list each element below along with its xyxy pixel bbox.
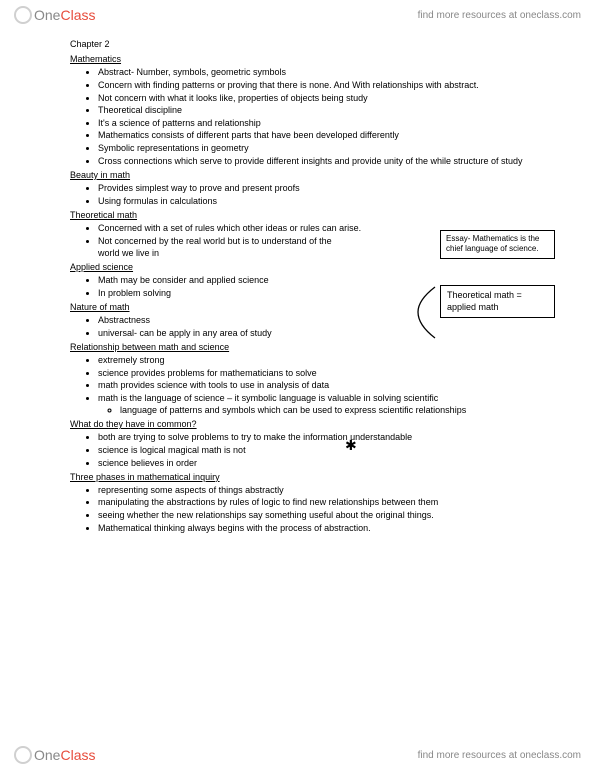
- list-mathematics: Abstract- Number, symbols, geometric sym…: [70, 66, 525, 167]
- list-item: Mathematics consists of different parts …: [98, 129, 525, 141]
- heading-applied: Applied science: [70, 261, 525, 273]
- list-item: Not concern with what it looks like, pro…: [98, 92, 525, 104]
- logo: OneClass: [14, 6, 95, 24]
- heading-relationship: Relationship between math and science: [70, 341, 525, 353]
- bracket-icon: [410, 285, 440, 340]
- logo-text: OneClass: [34, 747, 95, 763]
- list-item: Symbolic representations in geometry: [98, 142, 525, 154]
- callout-theoretical-applied: Theoretical math = applied math: [440, 285, 555, 318]
- asterisk-icon: ✱: [345, 438, 357, 455]
- list-subitem: language of patterns and symbols which c…: [120, 404, 525, 416]
- chapter-label: Chapter 2: [70, 38, 525, 50]
- list-item: manipulating the abstractions by rules o…: [98, 496, 525, 508]
- heading-phases: Three phases in mathematical inquiry: [70, 471, 525, 483]
- footer: OneClass find more resources at oneclass…: [0, 740, 595, 770]
- logo-circle-icon: [14, 746, 32, 764]
- list-item: representing some aspects of things abst…: [98, 484, 525, 496]
- header: OneClass find more resources at oneclass…: [0, 0, 595, 30]
- list-item: Abstract- Number, symbols, geometric sym…: [98, 66, 525, 78]
- list-item: both are trying to solve problems to try…: [98, 431, 525, 443]
- list-item: Using formulas in calculations: [98, 195, 525, 207]
- list-item: It's a science of patterns and relations…: [98, 117, 525, 129]
- list-item: science is logical magical math is not: [98, 444, 525, 456]
- list-item: Cross connections which serve to provide…: [98, 155, 525, 167]
- list-item: Theoretical discipline: [98, 104, 525, 116]
- heading-mathematics: Mathematics: [70, 53, 525, 65]
- list-item: math is the language of science – it sym…: [98, 392, 525, 416]
- list-beauty: Provides simplest way to prove and prese…: [70, 182, 525, 207]
- list-phases: representing some aspects of things abst…: [70, 484, 525, 534]
- header-tagline: find more resources at oneclass.com: [418, 10, 581, 21]
- heading-theoretical: Theoretical math: [70, 209, 525, 221]
- footer-tagline: find more resources at oneclass.com: [418, 750, 581, 761]
- list-item: Provides simplest way to prove and prese…: [98, 182, 525, 194]
- list-item: seeing whether the new relationships say…: [98, 509, 525, 521]
- list-item: science provides problems for mathematic…: [98, 367, 525, 379]
- footer-logo: OneClass: [14, 746, 95, 764]
- logo-text: OneClass: [34, 7, 95, 23]
- list-common: both are trying to solve problems to try…: [70, 431, 525, 468]
- list-item: extremely strong: [98, 354, 525, 366]
- list-item: science believes in order: [98, 457, 525, 469]
- list-item: Concern with finding patterns or proving…: [98, 79, 525, 91]
- list-item: Mathematical thinking always begins with…: [98, 522, 525, 534]
- list-item: universal- can be apply in any area of s…: [98, 327, 525, 339]
- list-item: math provides science with tools to use …: [98, 379, 525, 391]
- list-relationship: extremely strong science provides proble…: [70, 354, 525, 416]
- logo-circle-icon: [14, 6, 32, 24]
- heading-beauty: Beauty in math: [70, 169, 525, 181]
- callout-essay: Essay- Mathematics is the chief language…: [440, 230, 555, 259]
- heading-common: What do they have in common?: [70, 418, 525, 430]
